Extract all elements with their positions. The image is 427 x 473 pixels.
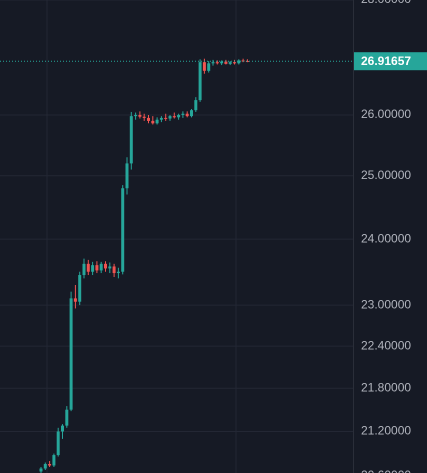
candle-body [147,117,150,121]
candle-body [39,468,43,472]
candle-body [159,117,163,120]
y-tick-label: 21.20000 [361,424,411,438]
candle-body [194,100,198,111]
candle-body [112,266,116,274]
candle-body [164,117,168,119]
y-tick-label: 22.40000 [361,338,411,352]
candle-body [95,265,99,271]
candle-body [245,61,249,63]
candle-body [121,188,125,272]
candle-body [168,116,172,119]
candle-body [48,464,52,466]
y-tick-label: 26.00000 [361,107,411,121]
candle-body [108,266,112,269]
y-tick-label: 21.80000 [361,380,411,394]
candle-body [233,62,236,64]
candle-body [220,61,224,64]
y-tick-label: 25.00000 [361,168,411,182]
candle-body [69,298,73,410]
candle-body [56,431,60,456]
candle-body [65,409,69,426]
candle-body [181,113,185,115]
candle-body [78,275,82,302]
candles [0,58,353,473]
candle-body [104,263,107,269]
candle-body [82,263,86,276]
y-tick-label: 28.00000 [361,0,411,6]
price-axis: 20.60000 21.20000 21.80000 22.40000 23.00000… [354,0,427,473]
candle-body [151,120,155,124]
candle-body [134,114,138,117]
candle-body [177,114,181,118]
candle-body [228,62,232,64]
candle-body [73,298,77,302]
candle-body [224,61,228,64]
last-price-box [354,52,427,71]
candle-body [142,116,146,118]
candle-body [61,425,64,432]
candle-body [125,163,129,189]
y-tick-label: 24.00000 [361,231,411,245]
candle-body [99,263,103,271]
y-tick-label: 20.60000 [361,468,411,473]
candle-body [43,464,47,469]
candle-body [138,114,142,117]
candle-body [215,62,219,64]
candle-body [91,265,95,272]
candle-body [129,116,133,164]
candle-body [207,63,211,71]
candle-body [155,119,159,124]
last-price-label: 26.91657 [361,54,411,68]
candle-body [237,60,241,64]
candle-body [185,113,189,117]
y-tick-label: 23.00000 [361,297,411,311]
candle-body [172,116,176,118]
candle-body [86,263,90,272]
candle-body [198,62,202,101]
candle-body [202,62,206,71]
candle-body [116,271,120,274]
candle-body [190,110,193,117]
candle-body [52,455,56,466]
candle-body [211,62,215,64]
